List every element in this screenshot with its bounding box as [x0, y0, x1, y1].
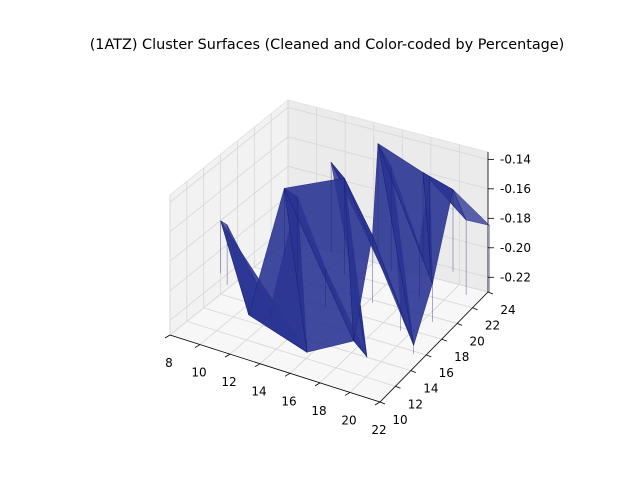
floor-gridline-x	[349, 284, 460, 393]
y-tick-label: 22	[485, 319, 500, 333]
surface-facet	[452, 189, 491, 226]
left-gridline-z	[169, 136, 289, 233]
axis-lines	[169, 152, 489, 403]
x-axis-ticks: 8 10 12 14 16 18 20 22	[164, 334, 387, 437]
chart-title: (1ATZ) Cluster Surfaces (Cleaned and Col…	[90, 37, 565, 53]
x-tick-label: 20	[341, 413, 356, 427]
z-tick-label: -0.20	[500, 241, 531, 255]
left-gridline-z	[169, 107, 289, 203]
x-tick-mark	[254, 363, 261, 368]
y-tick-mark	[395, 385, 401, 389]
x-tick-mark	[314, 382, 321, 387]
y-tick-label: 18	[454, 350, 469, 364]
x-tick-label: 10	[191, 366, 206, 380]
y-tick-mark	[487, 291, 494, 295]
x-tick-mark	[344, 392, 351, 396]
surface-facet	[422, 172, 454, 285]
y-tick-mark	[426, 354, 432, 358]
x-tick-mark	[194, 344, 201, 348]
z-tick-label: -0.16	[500, 182, 531, 196]
x-tick-label: 18	[311, 404, 326, 418]
x-tick-label: 8	[165, 356, 173, 370]
y-tick-mark	[379, 401, 386, 405]
x-tick-label: 12	[221, 375, 236, 389]
x-tick-mark	[224, 353, 231, 358]
y-axis-line	[379, 291, 489, 403]
y-tick-label: 14	[423, 382, 438, 396]
x-tick-mark	[374, 401, 381, 406]
z-tick-label: -0.18	[500, 211, 531, 225]
y-tick-label: 24	[500, 303, 515, 317]
y-tick-label: 20	[470, 334, 485, 348]
y-tick-mark	[441, 338, 447, 342]
y-tick-label: 10	[392, 413, 407, 427]
y-tick-mark	[472, 307, 478, 311]
floor-gridline-y	[186, 321, 396, 387]
x-axis-line	[169, 334, 381, 403]
y-tick-mark	[456, 323, 463, 326]
y-tick-label: 12	[408, 397, 423, 411]
x-tick-label: 14	[251, 385, 266, 399]
z-tick-label: -0.14	[500, 152, 531, 166]
surface-mesh	[220, 142, 491, 358]
x-tick-mark	[284, 372, 291, 377]
z-axis-ticks: -0.14 -0.16 -0.18 -0.20 -0.22	[488, 152, 531, 284]
x-tick-label: 16	[281, 394, 296, 408]
y-tick-mark	[410, 370, 417, 373]
left-gridline-z	[169, 224, 289, 321]
z-tick-label: -0.22	[500, 270, 531, 284]
left-gridline-z	[169, 166, 289, 262]
back-gridline-z	[287, 106, 489, 160]
y-tick-label: 16	[439, 366, 454, 380]
x-tick-mark	[164, 334, 171, 339]
x-tick-label: 22	[371, 423, 386, 437]
